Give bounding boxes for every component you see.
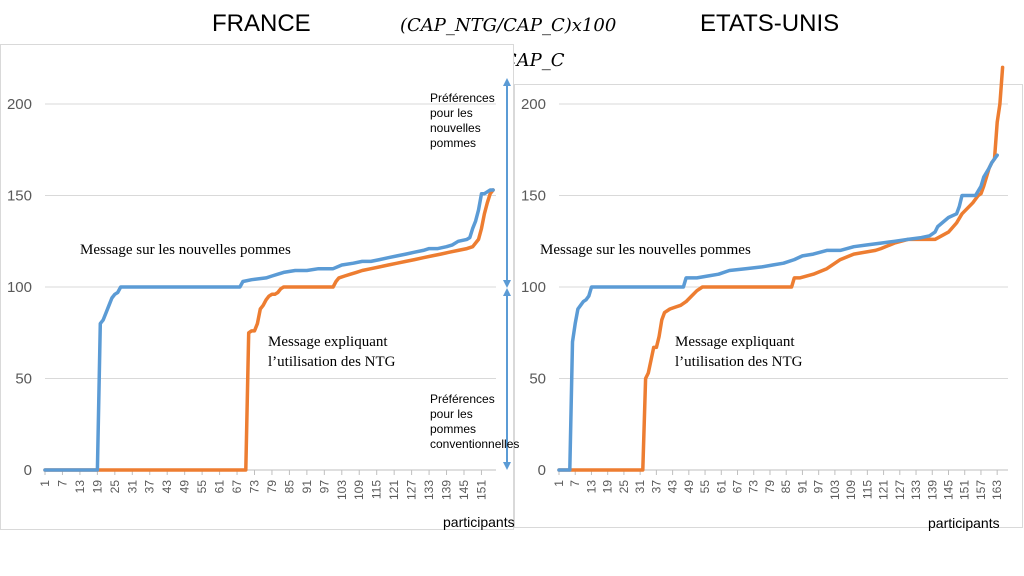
usa-x-tick-label: 97 <box>812 480 826 494</box>
france-x-tick-label: 91 <box>300 480 314 494</box>
usa-x-tick-label: 85 <box>779 480 793 494</box>
pref-new-apples-label: Préférences pour les nouvelles pommes <box>430 91 495 150</box>
right-chart-title: ETATS-UNIS <box>700 10 840 37</box>
arrow-down-head <box>503 462 511 470</box>
france-orange-series-line <box>43 188 495 472</box>
arrow-mid-head-up <box>503 288 511 296</box>
usa-x-tick-label: 37 <box>649 480 663 494</box>
usa-x-tick-label: 103 <box>828 480 842 500</box>
usa-y-tick-label: 0 <box>538 462 546 479</box>
france-x-tick-label: 1 <box>38 480 52 487</box>
usa-x-tick-label: 115 <box>860 480 874 499</box>
usa-x-tick-label: 151 <box>958 480 972 500</box>
france-x-tick-label: 127 <box>405 480 419 500</box>
france-orange-series-label-line1: Message expliquant <box>268 334 388 350</box>
usa-y-tick-label: 50 <box>529 371 546 388</box>
usa-x-tick-label: 13 <box>584 480 598 494</box>
france-x-tick-label: 43 <box>160 480 174 494</box>
france-x-tick-label: 145 <box>457 480 471 500</box>
usa-y-tick-label: 150 <box>521 188 546 205</box>
usa-x-tick-label: 61 <box>714 480 728 494</box>
usa-x-tick-label: 139 <box>925 480 939 500</box>
france-x-tick-label: 151 <box>474 480 488 500</box>
france-x-tick-label: 73 <box>247 480 261 494</box>
france-x-tick-label: 19 <box>90 480 104 494</box>
france-y-tick-label: 200 <box>7 96 32 113</box>
france-y-tick-label: 50 <box>15 371 32 388</box>
usa-x-tick-label: 79 <box>763 480 777 494</box>
france-x-tick-label: 37 <box>143 480 157 494</box>
france-x-tick-label: 67 <box>230 480 244 494</box>
usa-x-tick-label: 163 <box>990 480 1004 500</box>
usa-y-tick-label: 200 <box>521 96 546 113</box>
pref-conventional-apples-label: Préférences pour les pommes conventionne… <box>430 392 520 451</box>
usa-blue-series-line <box>557 153 999 472</box>
usa-chart-panel <box>514 84 1023 528</box>
usa-x-tick-label: 31 <box>633 480 647 494</box>
arrow-mid-head-down <box>503 280 511 288</box>
usa-x-tick-label: 1 <box>552 480 566 487</box>
france-x-tick-label: 61 <box>213 480 227 494</box>
usa-x-tick-label: 49 <box>682 480 696 494</box>
france-x-tick-label: 109 <box>352 480 366 500</box>
france-x-tick-label: 49 <box>178 480 192 494</box>
usa-x-tick-label: 67 <box>731 480 745 494</box>
usa-x-tick-label: 109 <box>844 480 858 500</box>
france-x-tick-label: 103 <box>335 480 349 500</box>
france-x-tick-label: 55 <box>195 480 209 494</box>
france-x-tick-label: 115 <box>370 480 384 499</box>
france-y-tick-label: 150 <box>7 188 32 205</box>
france-blue-series-label: Message sur les nouvelles pommes <box>80 242 291 258</box>
usa-x-tick-label: 127 <box>893 480 907 500</box>
france-y-tick-label: 100 <box>7 279 32 296</box>
france-x-tick-label: 79 <box>265 480 279 494</box>
france-x-tick-label: 133 <box>422 480 436 500</box>
france-x-tick-label: 25 <box>108 480 122 494</box>
usa-x-tick-label: 157 <box>974 480 988 500</box>
usa-x-tick-label: 73 <box>747 480 761 494</box>
usa-orange-series-line <box>557 65 1005 472</box>
ratio-formula: (CAP_NTG/CAP_C)x100 <box>400 15 617 36</box>
france-x-tick-label: 13 <box>73 480 87 494</box>
arrow-up-head <box>503 78 511 86</box>
usa-x-tick-label: 43 <box>666 480 680 494</box>
france-orange-series-label-line2: l’utilisation des NTG <box>268 354 396 370</box>
france-x-tick-label: 139 <box>440 480 454 500</box>
usa-orange-series-label-line2: l’utilisation des NTG <box>675 354 803 370</box>
usa-x-tick-label: 25 <box>617 480 631 494</box>
usa-x-tick-label: 7 <box>568 480 582 487</box>
usa-x-tick-label: 121 <box>877 480 891 500</box>
france-x-tick-label: 85 <box>282 480 296 494</box>
left-chart-title: FRANCE <box>212 10 311 37</box>
france-y-tick-label: 0 <box>24 462 32 479</box>
usa-x-tick-label: 145 <box>941 480 955 500</box>
france-x-axis-label: participants <box>443 514 515 530</box>
france-x-tick-label: 121 <box>387 480 401 500</box>
france-x-tick-label: 31 <box>125 480 139 494</box>
usa-x-tick-label: 19 <box>601 480 615 494</box>
usa-x-tick-label: 55 <box>698 480 712 494</box>
france-x-tick-label: 7 <box>55 480 69 487</box>
usa-orange-series-label-line1: Message expliquant <box>675 334 795 350</box>
usa-x-tick-label: 133 <box>909 480 923 500</box>
france-blue-series-line <box>43 188 495 472</box>
usa-blue-series-label: Message sur les nouvelles pommes <box>540 242 751 258</box>
usa-y-tick-label: 100 <box>521 279 546 296</box>
usa-x-tick-label: 91 <box>795 480 809 494</box>
usa-x-axis-label: participants <box>928 515 1000 531</box>
france-x-tick-label: 97 <box>317 480 331 494</box>
